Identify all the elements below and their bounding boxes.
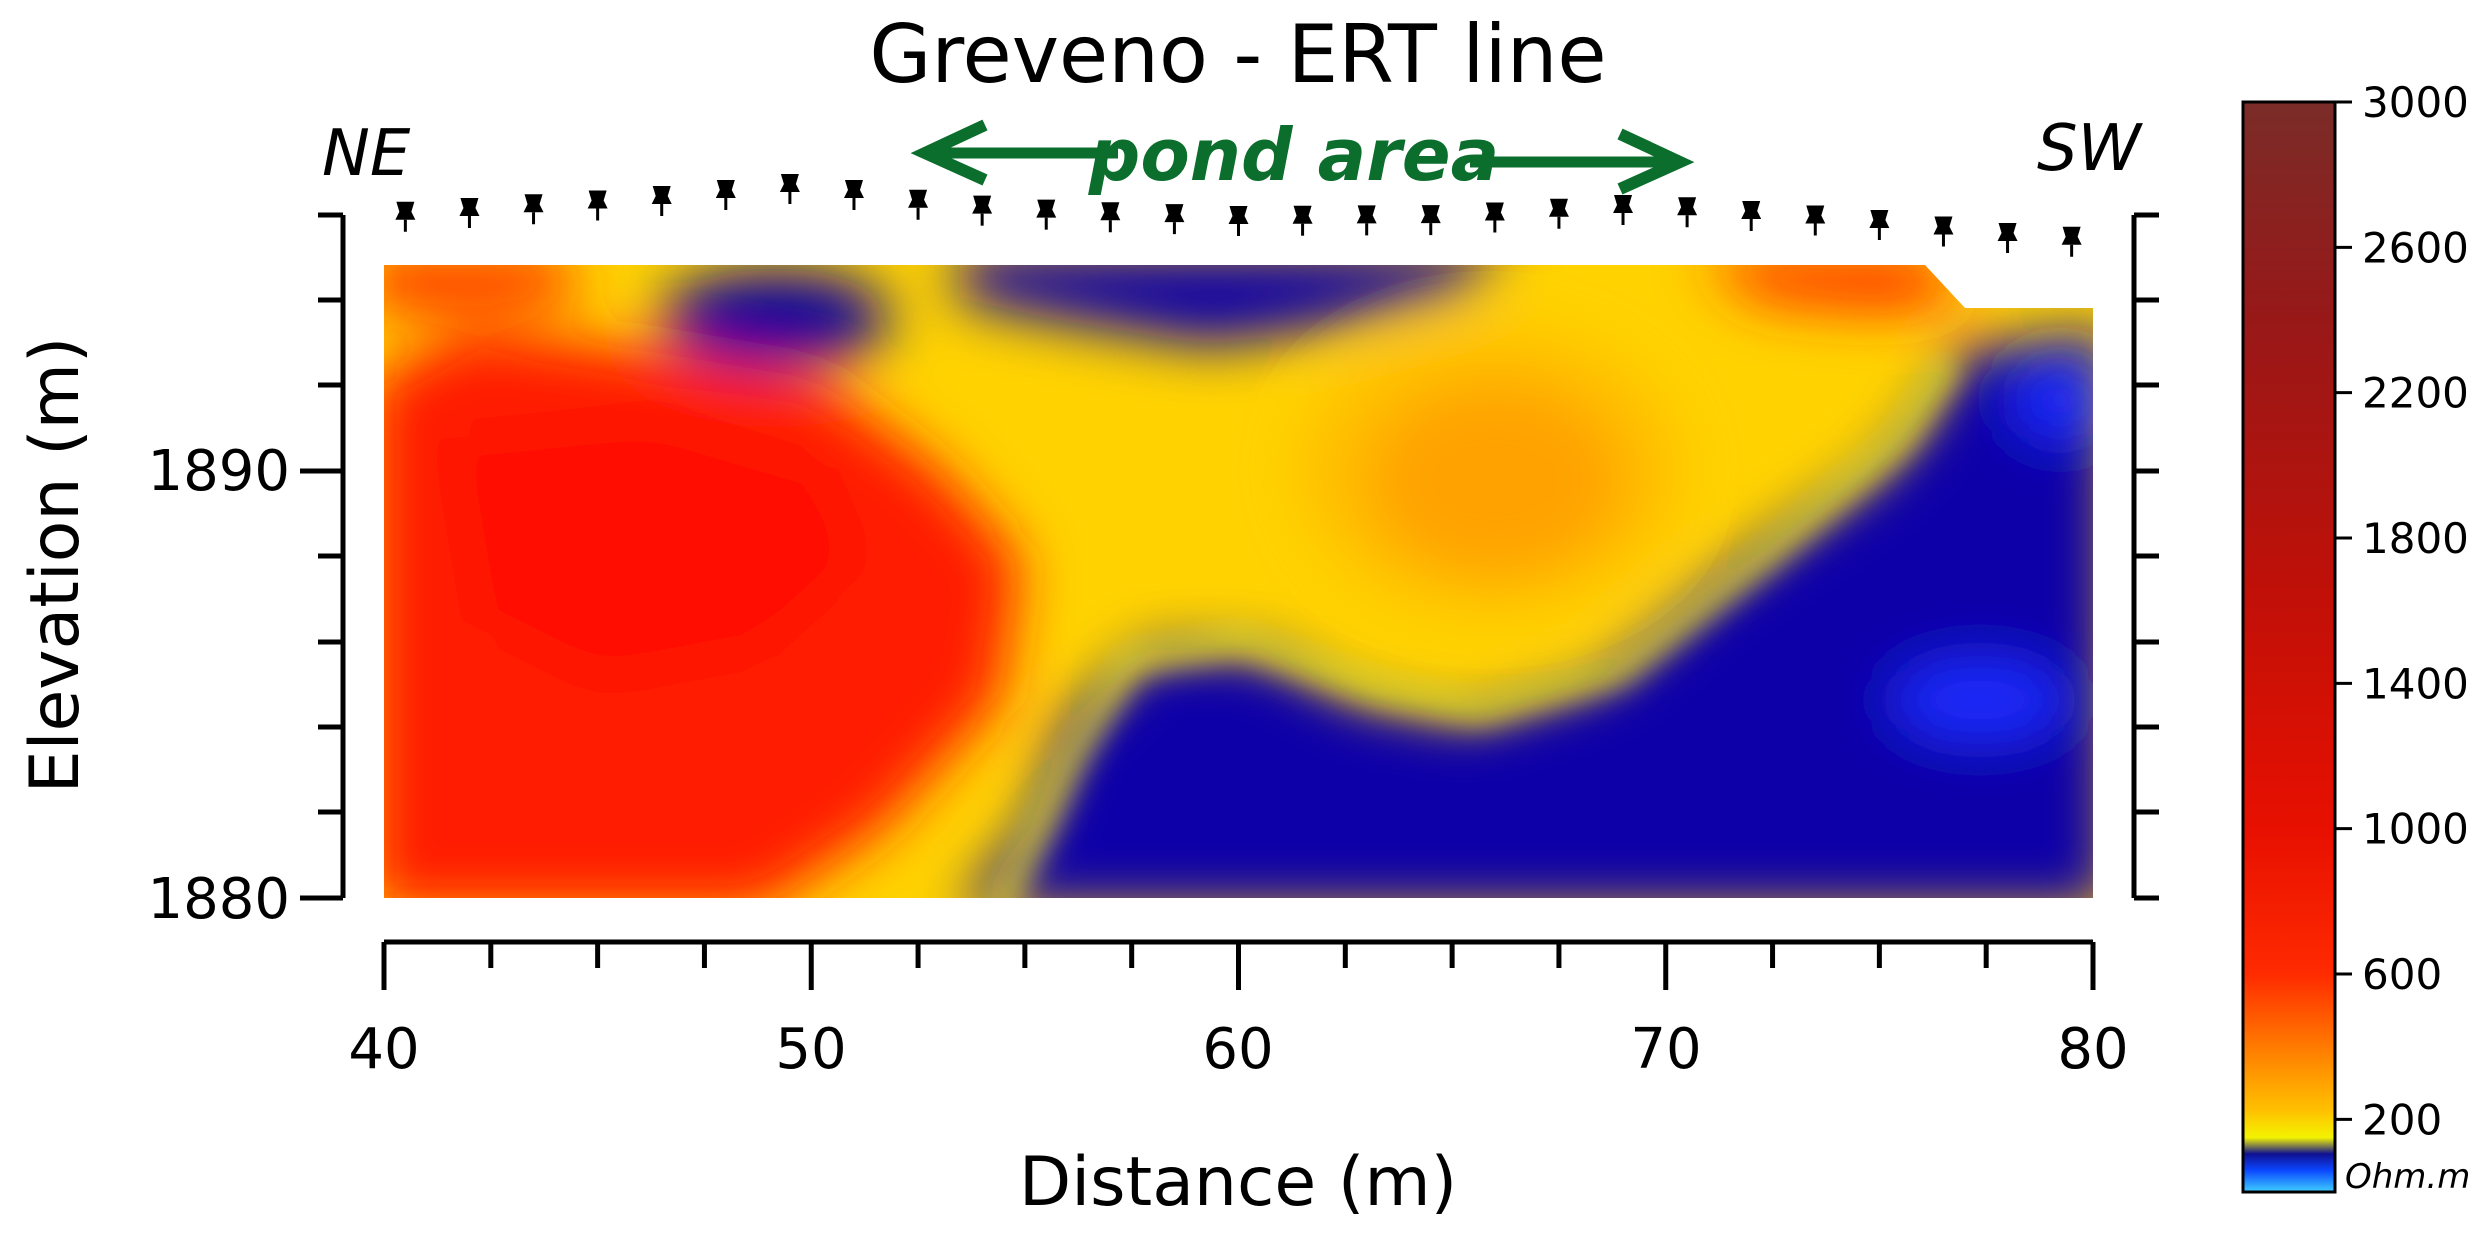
y-axis-label: Elevation (m) xyxy=(16,337,95,794)
electrode-marker xyxy=(1613,195,1634,225)
zone-mid-halo xyxy=(1300,330,1680,610)
colorbar-fill xyxy=(2241,100,2337,1194)
electrode-marker xyxy=(1036,199,1057,230)
y-tick-label: 1890 xyxy=(147,439,290,504)
zone-low-top xyxy=(960,265,1510,345)
electrode-marker xyxy=(1677,197,1698,228)
electrode-marker xyxy=(395,201,416,232)
zone-low-main xyxy=(960,330,2093,898)
electrode-marker xyxy=(908,189,929,220)
x-axis-label: Distance (m) xyxy=(1019,1143,1457,1222)
zone-top-left-red xyxy=(384,265,580,310)
electrode-marker xyxy=(651,186,672,216)
electrode-marker xyxy=(1100,202,1121,233)
colorbar-tick-label: 2200 xyxy=(2362,369,2469,418)
pond-arrow-head-left xyxy=(910,119,988,186)
electrode-marker xyxy=(459,198,480,228)
yellow-transitions xyxy=(986,352,1963,898)
electrode-marker xyxy=(1164,204,1185,235)
zone-low-bright-1 xyxy=(1890,660,2070,740)
electrode-marker xyxy=(1228,206,1249,236)
electrode-marker xyxy=(1869,210,1890,240)
colorbar: 200 600 1000 1400 1800 2200 2600 3000 Ohm.m xyxy=(2241,78,2470,1197)
colorbar-tick-label: 1400 xyxy=(2362,659,2469,708)
left-axis xyxy=(300,212,346,901)
chart-title: Greveno - ERT line xyxy=(869,8,1606,101)
colorbar-tick-label: 600 xyxy=(2362,950,2442,999)
y-tick-labels: 1890 1880 xyxy=(147,439,290,932)
colorbar-tick-label: 3000 xyxy=(2362,78,2469,127)
electrode-marker xyxy=(972,195,993,226)
colorbar-tick-label: 1800 xyxy=(2362,514,2469,563)
colorbar-ticks: 200 600 1000 1400 1800 2200 2600 3000 xyxy=(2335,78,2469,1144)
electrodes xyxy=(395,174,2082,257)
bottom-axis xyxy=(381,939,2096,990)
electrode-marker xyxy=(843,180,864,210)
x-tick-label: 50 xyxy=(775,1017,846,1082)
electrode-marker xyxy=(523,194,544,225)
x-tick-labels: 40 50 60 70 80 xyxy=(348,1017,2128,1082)
zone-low-bright-2 xyxy=(2010,360,2093,440)
electrode-marker xyxy=(2061,226,2082,257)
electrode-marker xyxy=(1292,205,1313,236)
electrode-marker xyxy=(779,174,800,204)
x-tick-label: 40 xyxy=(348,1017,419,1082)
x-tick-label: 80 xyxy=(2057,1017,2128,1082)
electrode-marker xyxy=(587,190,608,221)
electrode-marker xyxy=(1548,198,1569,229)
direction-label-sw: SW xyxy=(2037,112,2144,186)
electrode-marker xyxy=(1420,205,1441,236)
x-tick-label: 70 xyxy=(1630,1017,1701,1082)
pond-arrow-head-right xyxy=(1617,128,1695,195)
zone-low-pocket xyxy=(660,270,890,366)
electrode-marker xyxy=(1805,205,1826,236)
electrode-marker xyxy=(1356,205,1377,236)
electrode-marker xyxy=(1484,202,1505,233)
right-axis xyxy=(2131,212,2159,901)
resistivity-zones xyxy=(384,265,2093,898)
zone-high-left-core xyxy=(450,420,860,680)
colorbar-tick-label: 2600 xyxy=(2362,223,2469,272)
electrode-marker xyxy=(1933,216,1954,247)
zone-top-right-red xyxy=(1700,265,1965,310)
resistivity-section xyxy=(384,265,2093,898)
colorbar-tick-label: 1000 xyxy=(2362,805,2469,854)
pond-area-label: pond area xyxy=(1088,113,1499,197)
electrode-marker xyxy=(1997,223,2018,253)
colorbar-unit: Ohm.m xyxy=(2345,1157,2470,1197)
x-tick-label: 60 xyxy=(1202,1017,1273,1082)
direction-label-ne: NE xyxy=(322,117,411,191)
y-tick-label: 1880 xyxy=(147,867,290,932)
pond-area-annotation: pond area xyxy=(910,113,1695,197)
transition-band-1 xyxy=(986,352,1963,898)
colorbar-tick-label: 200 xyxy=(2362,1095,2442,1144)
electrode-marker xyxy=(715,180,736,210)
electrode-marker xyxy=(1741,201,1762,231)
